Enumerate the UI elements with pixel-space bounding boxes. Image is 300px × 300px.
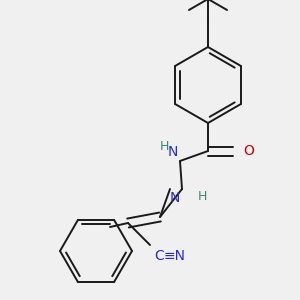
Text: C: C (154, 249, 164, 263)
Text: N: N (168, 145, 178, 159)
Text: H: H (197, 190, 207, 203)
Text: H: H (159, 140, 169, 154)
Text: ≡N: ≡N (164, 249, 186, 263)
Text: O: O (243, 144, 254, 158)
Text: N: N (169, 191, 180, 205)
